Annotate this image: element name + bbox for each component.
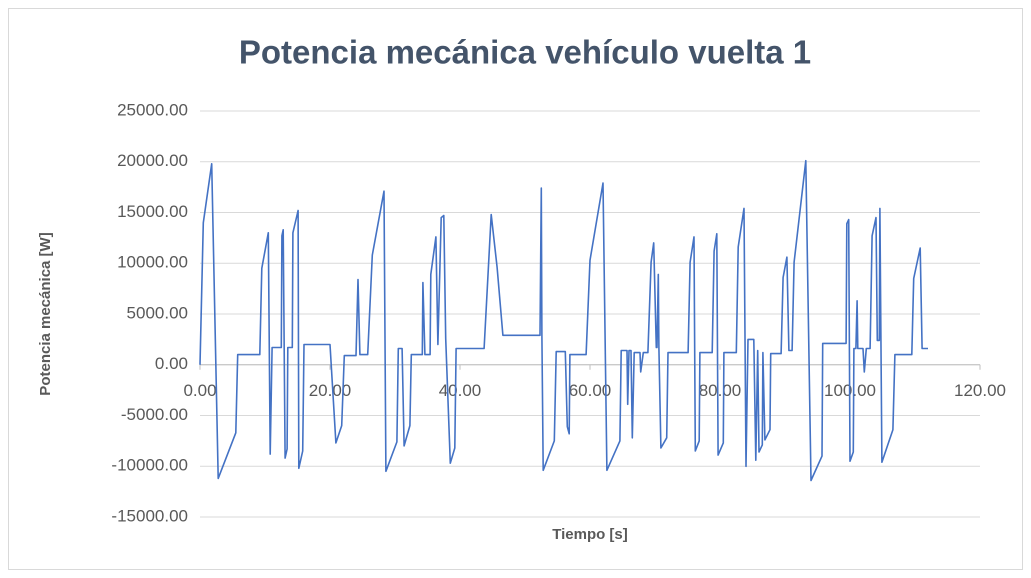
x-axis-title: Tiempo [s] [552, 526, 628, 543]
y-tick-label: -10000.00 [111, 456, 188, 475]
y-tick-label: 15000.00 [117, 202, 188, 221]
y-tick-label: -15000.00 [111, 506, 188, 525]
x-tick-label: 60.00 [569, 381, 612, 400]
x-tick-label: 0.00 [183, 381, 216, 400]
y-tick-label: 5000.00 [127, 303, 188, 322]
x-tick-label: 80.00 [699, 381, 742, 400]
x-tick-label: 40.00 [439, 381, 482, 400]
y-axis-title: Potencia mecánica [W] [37, 232, 54, 395]
data-line [199, 159, 928, 482]
x-tick-label: 20.00 [309, 381, 352, 400]
x-tick-label: 120.00 [954, 381, 1006, 400]
y-tick-label: 25000.00 [117, 100, 188, 119]
y-tick-label: -5000.00 [121, 405, 188, 424]
y-tick-label: 0.00 [155, 354, 188, 373]
y-tick-label: 20000.00 [117, 151, 188, 170]
y-tick-label: 10000.00 [117, 253, 188, 272]
chart-border [8, 8, 1023, 570]
chart-title: Potencia mecánica vehículo vuelta 1 [239, 34, 811, 71]
